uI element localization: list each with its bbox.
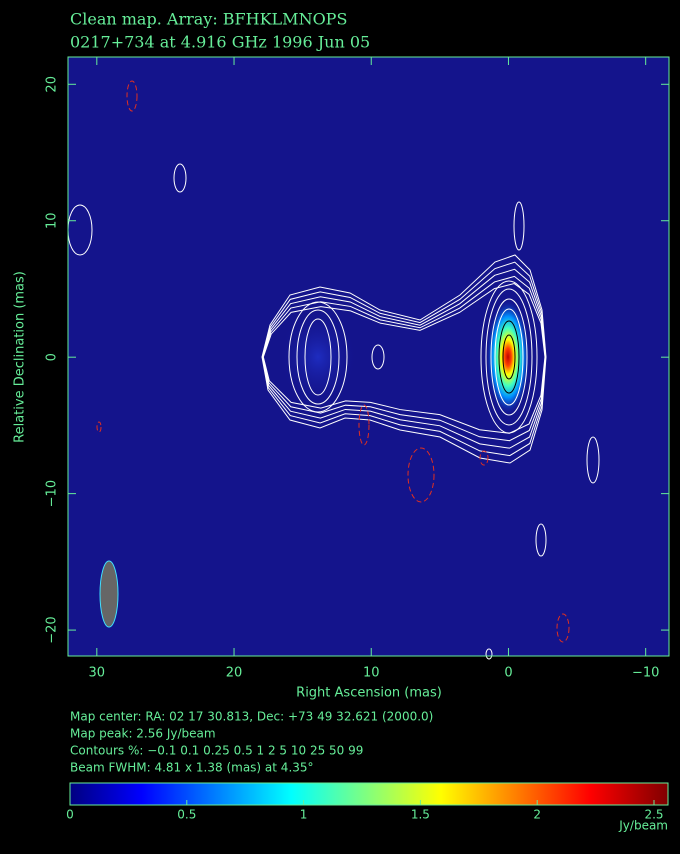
contour (480, 280, 538, 434)
contour (485, 288, 533, 426)
x-tick-label: 20 (226, 666, 243, 681)
chart-title: Clean map. Array: BFHKLMNOPS (70, 10, 347, 29)
contour (502, 334, 516, 380)
colorbar-tick-label: 2.5 (644, 808, 663, 822)
colorbar-tick-label: 0.5 (177, 808, 196, 822)
y-tick-label: −10 (45, 480, 60, 507)
map-background (68, 57, 669, 656)
colorbar-tick-label: 2 (533, 808, 541, 822)
map-note: Map center: RA: 02 17 30.813, Dec: +73 4… (70, 710, 433, 724)
x-tick-label: 0 (504, 666, 512, 681)
colorbar-tick-label: 0 (66, 808, 74, 822)
contour (288, 301, 348, 413)
contour (490, 298, 528, 416)
colorbar-label: Jy/beam (618, 819, 668, 833)
y-tick-label: 20 (45, 76, 60, 93)
negative-contours (96, 80, 570, 643)
colorbar (69, 782, 669, 806)
x-axis-label: Right Ascension (mas) (296, 686, 442, 701)
frame (67, 56, 670, 657)
colorbar-tick-label: 1.5 (411, 808, 430, 822)
contour (498, 320, 520, 394)
contour (262, 283, 546, 434)
map-note: Contours %: −0.1 0.1 0.25 0.5 1 2 5 10 2… (70, 744, 363, 758)
y-axis-label: Relative Declination (mas) (13, 271, 28, 443)
contour (296, 309, 340, 405)
jet-component (278, 307, 358, 407)
contour (304, 318, 332, 396)
y-tick-label: 10 (45, 212, 60, 229)
map-note: Beam FWHM: 4.81 x 1.38 (mas) at 4.35° (70, 761, 314, 775)
y-tick-label: −20 (45, 616, 60, 643)
core (486, 299, 530, 415)
contour (494, 308, 524, 406)
map-note: Map peak: 2.56 Jy/beam (70, 727, 216, 741)
y-tick-label: 0 (45, 353, 60, 361)
x-tick-label: 30 (89, 666, 106, 681)
chart-subtitle: 0217+734 at 4.916 GHz 1996 Jun 05 (70, 33, 370, 52)
colorbar-tick-label: 1 (300, 808, 308, 822)
contours (261, 254, 547, 464)
x-tick-label: −10 (632, 666, 659, 681)
beam (99, 560, 119, 628)
x-tick-label: 10 (363, 666, 380, 681)
